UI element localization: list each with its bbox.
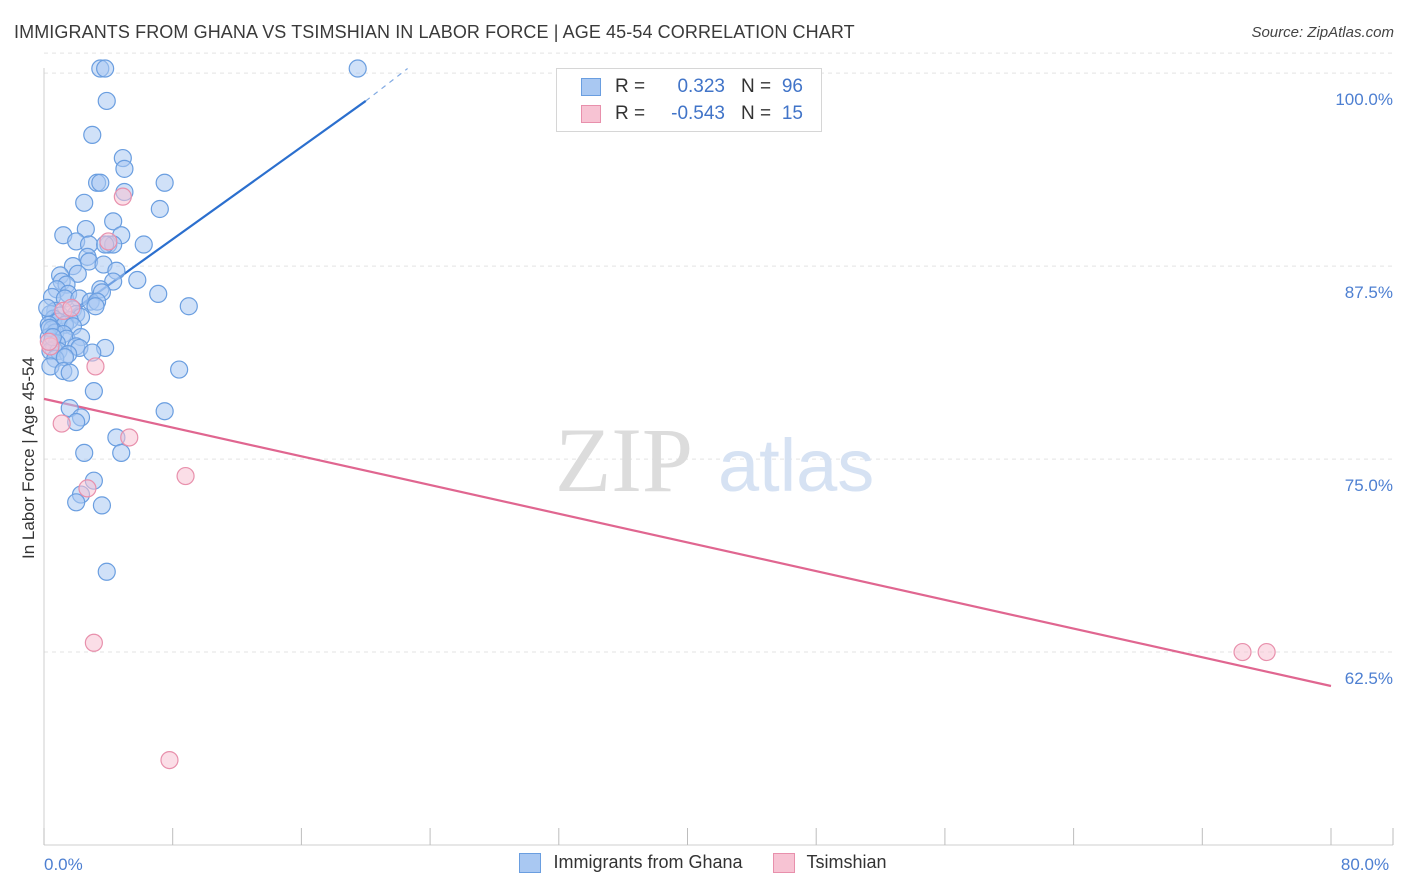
point-1-10: [84, 633, 103, 652]
y-tick-label-3: 62.5%: [1345, 669, 1393, 688]
watermark-atlas: atlas: [718, 424, 874, 507]
bottom-legend-swatch-tsimshian: [772, 852, 795, 873]
point-0-2: [348, 59, 367, 78]
point-1-8: [78, 479, 97, 498]
point-0-1: [96, 59, 115, 78]
bottom-legend-swatch-ghana: [519, 852, 542, 873]
point-0-87: [75, 443, 94, 463]
legend-r-label: R =: [615, 76, 646, 97]
point-0-92: [97, 562, 116, 581]
point-0-4: [83, 125, 102, 145]
point-0-21: [134, 235, 153, 254]
y-tick-label-2: 75.0%: [1345, 476, 1393, 495]
axes: [43, 68, 1394, 846]
point-1-9: [176, 466, 195, 486]
point-0-6: [115, 159, 134, 178]
legend: R = 0.323 N = 96 R = -0.543 N = 15: [556, 68, 822, 132]
legend-swatch-ghana: [581, 78, 601, 96]
y-tick-label-1: 87.5%: [1345, 283, 1393, 302]
point-0-91: [92, 496, 112, 515]
point-1-14: [39, 332, 58, 351]
point-0-86: [112, 443, 131, 463]
bottom-legend-label-ghana: Immigrants from Ghana: [553, 852, 743, 872]
point-1-3: [62, 298, 81, 317]
legend-swatch-tsimshian: [581, 105, 601, 123]
point-0-82: [155, 402, 174, 421]
bottom-legend-ghana[interactable]: Immigrants from Ghana: [519, 852, 743, 873]
legend-n-value: 96: [781, 76, 803, 97]
point-1-5: [86, 357, 105, 376]
point-0-12: [150, 199, 169, 219]
bottom-legend: Immigrants from Ghana Tsimshian: [0, 852, 1406, 873]
point-1-11: [160, 750, 179, 770]
point-1-13: [1257, 642, 1276, 662]
data-points: [38, 59, 1276, 770]
legend-row-ghana: R = 0.323 N = 96: [581, 74, 803, 100]
point-0-90: [67, 493, 86, 512]
legend-row-tsimshian: R = -0.543 N = 15: [581, 101, 803, 127]
watermark: ZIP atlas: [555, 409, 874, 511]
point-0-28: [68, 264, 87, 283]
point-0-8: [91, 173, 110, 192]
point-0-9: [155, 173, 174, 192]
bottom-legend-tsimshian[interactable]: Tsimshian: [772, 852, 887, 873]
legend-n-label: N =: [741, 103, 772, 124]
point-0-3: [97, 91, 116, 111]
source-label: Source: ZipAtlas.com: [1251, 24, 1394, 41]
tick-labels: 100.0% 87.5% 75.0% 62.5% 0.0% 80.0%: [44, 90, 1393, 874]
x-tick-label-1: 80.0%: [1341, 855, 1389, 874]
point-0-78: [60, 363, 79, 382]
point-1-0: [113, 187, 132, 206]
point-0-38: [149, 284, 168, 304]
point-0-11: [75, 193, 94, 212]
point-0-45: [179, 297, 198, 316]
trend-line-dashed-0: [365, 68, 408, 102]
trend-lines: [43, 68, 1332, 688]
point-0-80: [84, 382, 103, 401]
legend-r-label: R =: [615, 103, 646, 124]
point-1-6: [52, 414, 71, 433]
point-0-79: [170, 360, 189, 379]
point-0-32: [128, 270, 147, 290]
x-tick-label-0: 0.0%: [44, 855, 83, 874]
y-axis-label: In Labor Force | Age 45-54: [19, 357, 38, 559]
point-1-12: [1233, 642, 1252, 662]
legend-n-value: 15: [781, 103, 803, 124]
trend-line-1: [43, 397, 1332, 688]
point-1-1: [99, 232, 118, 251]
grid-lines: [44, 52, 1393, 653]
watermark-zip: ZIP: [555, 409, 693, 511]
legend-r-value: -0.543: [671, 103, 725, 124]
chart-title: IMMIGRANTS FROM GHANA VS TSIMSHIAN IN LA…: [14, 22, 855, 42]
y-tick-label-0: 100.0%: [1335, 90, 1393, 109]
bottom-legend-label-tsimshian: Tsimshian: [806, 852, 887, 872]
point-0-44: [86, 297, 105, 316]
legend-r-value: 0.323: [677, 76, 725, 97]
point-0-93: [38, 298, 57, 317]
point-1-7: [120, 428, 139, 447]
legend-n-label: N =: [741, 76, 772, 97]
point-0-13: [104, 212, 123, 231]
